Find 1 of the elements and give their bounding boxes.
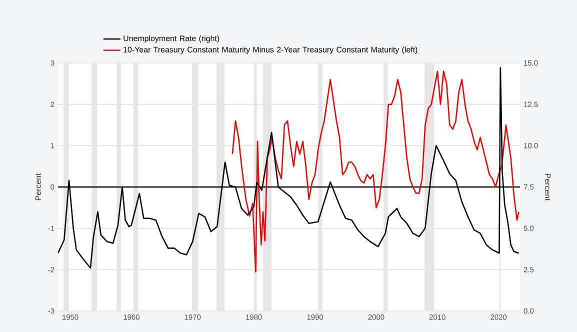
line-series [58, 67, 520, 269]
